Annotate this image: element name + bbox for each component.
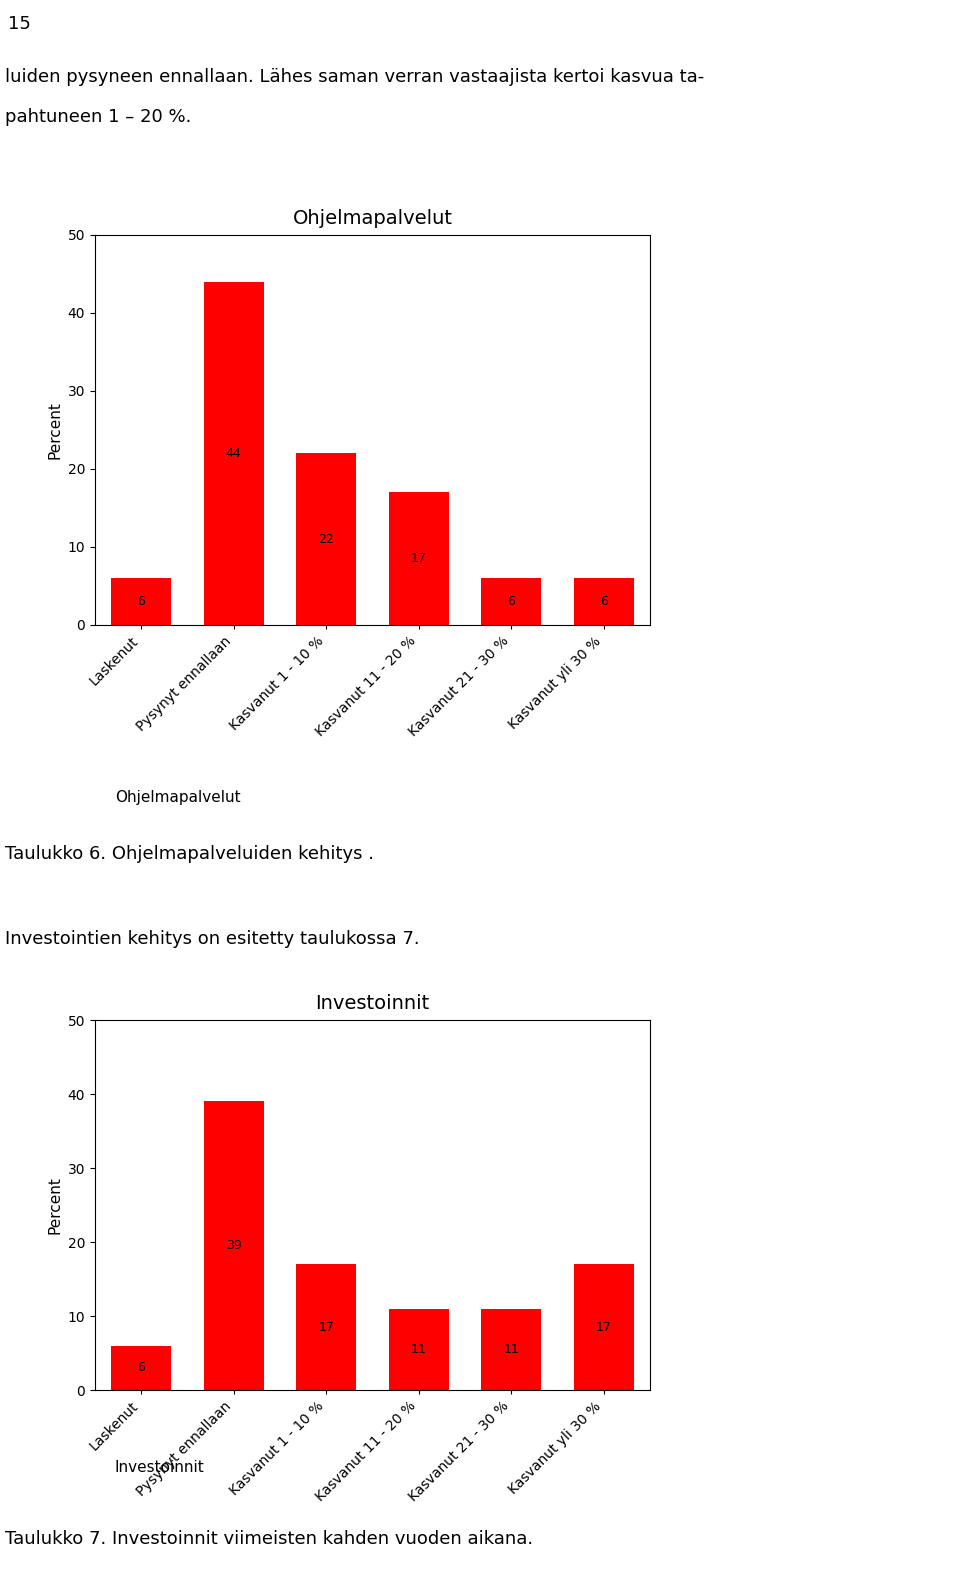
Bar	[111, 1345, 171, 1389]
Bar	[204, 1101, 264, 1389]
Bar	[389, 492, 449, 625]
Text: 17: 17	[319, 1321, 334, 1334]
Bar	[389, 1308, 449, 1389]
Text: 17: 17	[411, 552, 426, 565]
Text: 6: 6	[137, 595, 145, 607]
Text: 39: 39	[226, 1239, 242, 1253]
Title: Investoinnit: Investoinnit	[316, 994, 430, 1013]
Text: 22: 22	[319, 533, 334, 546]
Y-axis label: Percent: Percent	[47, 401, 62, 458]
Text: 6: 6	[507, 595, 516, 607]
Text: 44: 44	[226, 447, 242, 460]
Text: luiden pysyneen ennallaan. Lähes saman verran vastaajista kertoi kasvua ta-: luiden pysyneen ennallaan. Lähes saman v…	[5, 68, 705, 86]
Title: Ohjelmapalvelut: Ohjelmapalvelut	[293, 209, 452, 228]
Y-axis label: Percent: Percent	[47, 1177, 62, 1234]
Text: Taulukko 6. Ohjelmapalveluiden kehitys .: Taulukko 6. Ohjelmapalveluiden kehitys .	[5, 845, 374, 863]
Text: 6: 6	[137, 1361, 145, 1375]
Bar	[574, 579, 634, 625]
Text: 11: 11	[411, 1343, 426, 1356]
Text: pahtuneen 1 – 20 %.: pahtuneen 1 – 20 %.	[5, 108, 191, 125]
Text: 15: 15	[8, 14, 31, 33]
Bar	[111, 579, 171, 625]
Text: Ohjelmapalvelut: Ohjelmapalvelut	[115, 790, 241, 806]
Bar	[481, 579, 541, 625]
Text: Taulukko 7. Investoinnit viimeisten kahden vuoden aikana.: Taulukko 7. Investoinnit viimeisten kahd…	[5, 1530, 533, 1548]
Bar	[481, 1308, 541, 1389]
Text: 17: 17	[596, 1321, 612, 1334]
Text: Investointien kehitys on esitetty taulukossa 7.: Investointien kehitys on esitetty tauluk…	[5, 929, 420, 948]
Text: 11: 11	[503, 1343, 519, 1356]
Bar	[204, 282, 264, 625]
Text: 6: 6	[600, 595, 608, 607]
Bar	[574, 1264, 634, 1389]
Bar	[297, 454, 356, 625]
Bar	[297, 1264, 356, 1389]
Text: Investoinnit: Investoinnit	[115, 1461, 204, 1475]
